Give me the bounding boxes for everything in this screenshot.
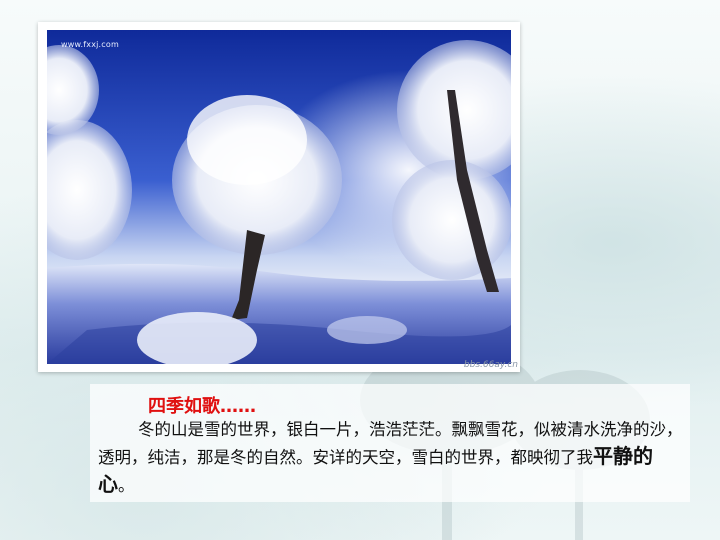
poem-paragraph: 冬的山是雪的世界，银白一片，浩浩茫茫。飘飘雪花，似被清水洗净的沙，透明，纯洁，那… (98, 417, 686, 499)
photo-frame: www.fxxj.com bbs.66ay.cn (38, 22, 520, 372)
photo-watermark-bottom: bbs.66ay.cn (463, 360, 518, 370)
poem-text-box: 四季如歌…… 冬的山是雪的世界，银白一片，浩浩茫茫。飘飘雪花，似被清水洗净的沙，… (90, 384, 690, 502)
winter-landscape-photo: www.fxxj.com (47, 30, 511, 364)
section-heading: 四季如歌…… (148, 396, 256, 417)
paragraph-end-punctuation: 。 (118, 476, 135, 495)
photo-watermark-top: www.fxxj.com (61, 40, 119, 49)
paragraph-emphasis-text: 平静的心 (98, 444, 653, 496)
paragraph-main-text: 冬的山是雪的世界，银白一片，浩浩茫茫。飘飘雪花，似被清水洗净的沙，透明，纯洁，那… (98, 420, 683, 467)
